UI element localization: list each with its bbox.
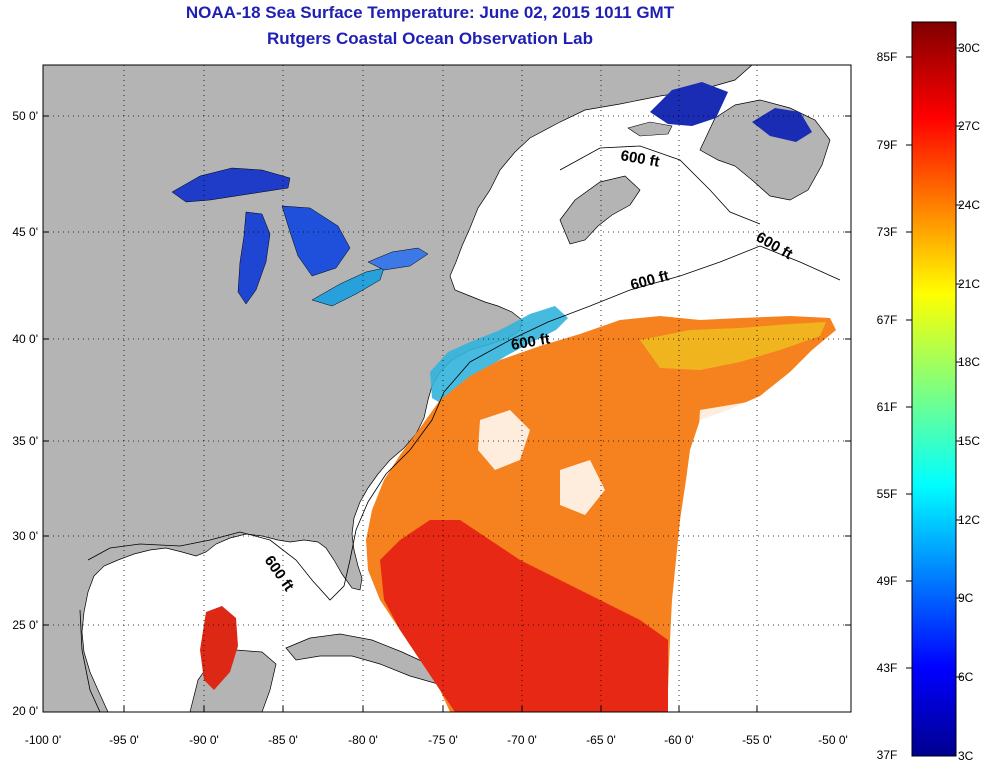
lake-ontario xyxy=(367,247,429,271)
lat-label-40: 40 0' xyxy=(12,332,38,346)
colorbar-f-label: 49F xyxy=(876,574,898,588)
lon-label-95: -95 0' xyxy=(109,733,139,747)
lon-label-100: -100 0' xyxy=(24,733,62,747)
lon-label-55: -55 0' xyxy=(742,733,772,747)
colorbar-f-label: 79F xyxy=(876,138,898,152)
colorbar-f-label: 73F xyxy=(876,225,898,239)
colorbar-c-label: 15C xyxy=(958,434,981,448)
lon-label-85: -85 0' xyxy=(268,733,298,747)
sst-yellow-patches xyxy=(640,322,826,370)
lat-label-45: 45 0' xyxy=(12,225,38,239)
colorbar xyxy=(911,21,957,757)
colorbar-c-label: 9C xyxy=(958,591,974,605)
lon-label-75: -75 0' xyxy=(428,733,458,747)
colorbar-f-label: 37F xyxy=(876,748,898,762)
colorbar-f-label: 43F xyxy=(876,661,898,675)
lat-label-50: 50 0' xyxy=(12,109,38,123)
lon-label-60: -60 0' xyxy=(664,733,694,747)
lake-huron xyxy=(281,205,351,277)
land-maritimes xyxy=(559,175,641,245)
lon-label-80: -80 0' xyxy=(348,733,378,747)
colorbar-c-label: 18C xyxy=(958,355,981,369)
colorbar-f-label: 85F xyxy=(876,50,898,64)
cloud-patch xyxy=(560,460,605,515)
lake-superior xyxy=(171,167,291,203)
lake-erie xyxy=(311,267,385,307)
map-title: NOAA-18 Sea Surface Temperature: June 02… xyxy=(185,3,675,22)
colorbar-ticks xyxy=(906,47,962,678)
isobath-600ft-gulf xyxy=(79,609,101,712)
colorbar-f-label: 61F xyxy=(876,400,898,414)
lake-michigan xyxy=(237,211,271,305)
lat-label-25: 25 0' xyxy=(12,618,38,632)
land-anticosti xyxy=(627,121,673,137)
isobath-label: 600 ft xyxy=(619,147,661,171)
cold-water-labrador xyxy=(650,82,728,126)
lat-label-30: 30 0' xyxy=(12,529,38,543)
sst-coastal-band xyxy=(430,306,568,404)
colorbar-c-label: 27C xyxy=(958,119,981,133)
lon-label-50: -50 0' xyxy=(818,733,848,747)
colorbar-c-label: 21C xyxy=(958,277,981,291)
colorbar-c-label: 3C xyxy=(958,749,974,763)
cloud-patch xyxy=(690,400,850,712)
lat-label-35: 35 0' xyxy=(12,434,38,448)
lon-label-70: -70 0' xyxy=(507,733,537,747)
sst-yucatan-warm xyxy=(200,606,238,690)
lon-label-65: -65 0' xyxy=(586,733,616,747)
axis-ticks xyxy=(43,115,851,712)
lon-label-90: -90 0' xyxy=(189,733,219,747)
colorbar-c-label: 24C xyxy=(958,198,981,212)
isobath-label: 600 ft xyxy=(510,330,552,354)
cold-water-newfoundland xyxy=(752,108,812,142)
isobath-600ft xyxy=(87,245,841,601)
cloud-patch xyxy=(478,410,530,470)
colorbar-c-label: 6C xyxy=(958,670,974,684)
sst-hot-region xyxy=(380,520,668,712)
map-frame xyxy=(42,64,852,713)
land-north-america xyxy=(43,65,753,712)
isobath-600ft-north xyxy=(559,145,761,225)
colorbar-c-label: 30C xyxy=(958,41,981,55)
colorbar-f-label: 67F xyxy=(876,313,898,327)
colorbar-c-label: 12C xyxy=(958,513,981,527)
lat-label-20: 20 0' xyxy=(12,704,38,718)
colorbar-f-label: 55F xyxy=(876,487,898,501)
map-subtitle: Rutgers Coastal Ocean Observation Lab xyxy=(267,29,593,48)
